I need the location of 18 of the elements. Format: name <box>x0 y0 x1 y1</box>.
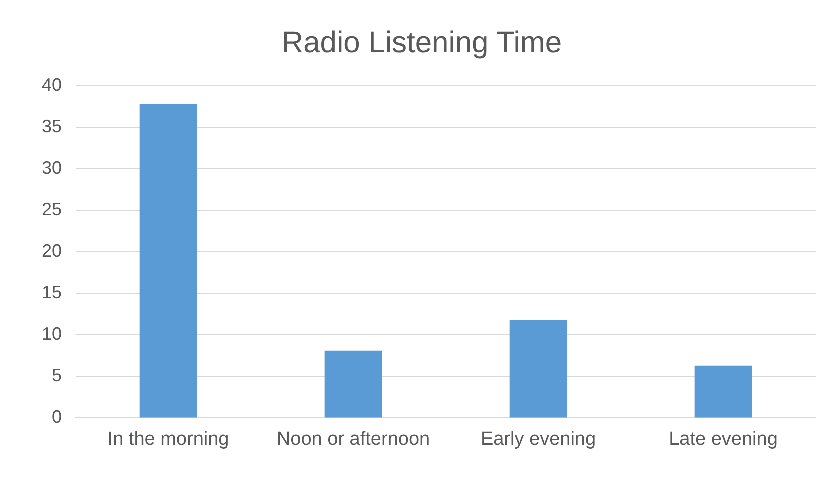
y-tick-label: 15 <box>42 282 62 303</box>
y-tick-label: 5 <box>52 366 62 386</box>
y-tick-label: 25 <box>42 200 62 220</box>
y-tick-label: 40 <box>42 74 62 95</box>
x-tick-label: Noon or afternoon <box>276 428 430 450</box>
y-tick-label: 35 <box>42 116 62 136</box>
x-tick-label: In the morning <box>108 428 230 450</box>
x-tick-label: Early evening <box>480 428 596 450</box>
y-tick-label: 20 <box>42 241 62 262</box>
x-tick-label: Late evening <box>669 428 778 450</box>
y-tick-label: 10 <box>42 324 62 344</box>
bar <box>694 366 752 418</box>
bar <box>510 320 568 418</box>
bar <box>140 104 198 418</box>
y-tick-label: 30 <box>42 158 62 178</box>
chart-title: Radio Listening Time <box>282 26 562 60</box>
bar <box>324 350 382 418</box>
y-tick-label: 0 <box>52 407 62 428</box>
